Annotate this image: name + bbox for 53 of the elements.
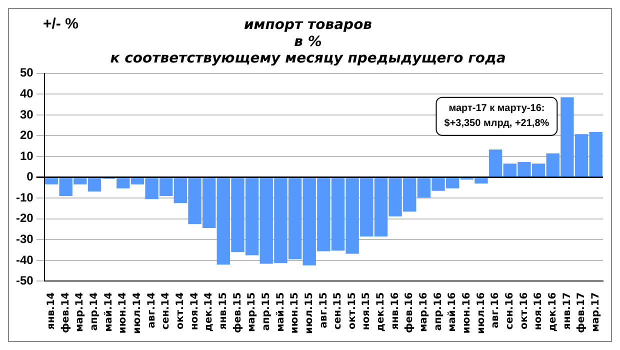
x-tick-label: май.14 [103,292,114,332]
y-axis-title: +/- % [43,16,78,33]
x-tick-label: июл.16 [476,292,487,334]
x-tick-label: авг.14 [146,292,158,328]
x-tick-label: янв.16 [390,292,401,330]
x-tick-label: апр.14 [89,292,100,331]
x-tick-label: янв.14 [46,292,58,330]
x-tick-label: сен.16 [504,292,516,330]
x-tick-label: апр.15 [260,292,272,331]
x-tick-label: авг.16 [490,292,502,328]
x-tick-label: май.15 [275,292,286,332]
y-tick-label: -10 [16,190,34,204]
x-tick-label: дек.15 [376,292,387,332]
x-tick-label: дек.16 [547,292,558,332]
y-tick-label: 50 [20,66,34,80]
x-tick-label: июл.15 [304,292,315,334]
x-tick-label: май.16 [447,292,458,332]
x-tick-label: фев.16 [404,292,416,333]
x-tick-label: апр.16 [432,292,444,331]
y-tick-label: 10 [20,148,34,163]
x-tick-label: янв.17 [562,292,573,330]
y-tick-label: 30 [20,107,34,122]
x-tick-label: мар.16 [418,292,430,332]
x-tick-label: ноя.14 [189,292,200,330]
x-tick-label: дек.14 [204,292,215,332]
x-tick-label: янв.15 [218,292,229,330]
x-tick-label: окт.15 [346,292,358,330]
x-tick-label: мар.17 [590,292,602,332]
x-tick-label: окт.14 [175,292,186,330]
y-tick-label: 0 [26,170,34,184]
x-tick-label: фев.14 [60,292,72,333]
chart-title: импорт товаров в % к соответствующему месяцу предыдущего года [110,17,506,67]
x-tick-label: авг.15 [318,292,330,328]
x-tick-label: сен.15 [332,292,344,330]
x-tick-label: сен.14 [160,292,172,330]
x-tick-label: мар.14 [74,292,86,332]
y-tick-label: -30 [16,232,34,246]
x-tick-label: июн.14 [118,292,129,334]
x-tick-label: ноя.15 [361,292,372,330]
y-tick-label: 20 [20,128,34,142]
x-tick-label: ноя.16 [533,292,544,330]
x-tick-label: окт.16 [518,292,530,330]
y-tick-label: -20 [16,211,34,226]
x-tick-label: июн.15 [290,292,301,334]
x-tick-label: июл.14 [132,292,144,334]
annotation: март-17 к марту-16: $+3,350 млрд, +21,8% [444,103,550,130]
x-tick-label: июн.16 [462,292,473,334]
x-tick-label: мар.15 [246,292,258,332]
y-tick-label: -40 [16,252,34,267]
x-tick-label: фев.15 [232,292,244,333]
x-tick-label: фев.17 [576,292,588,333]
y-tick-label: 40 [20,86,34,100]
y-tick-label: -50 [16,274,34,288]
